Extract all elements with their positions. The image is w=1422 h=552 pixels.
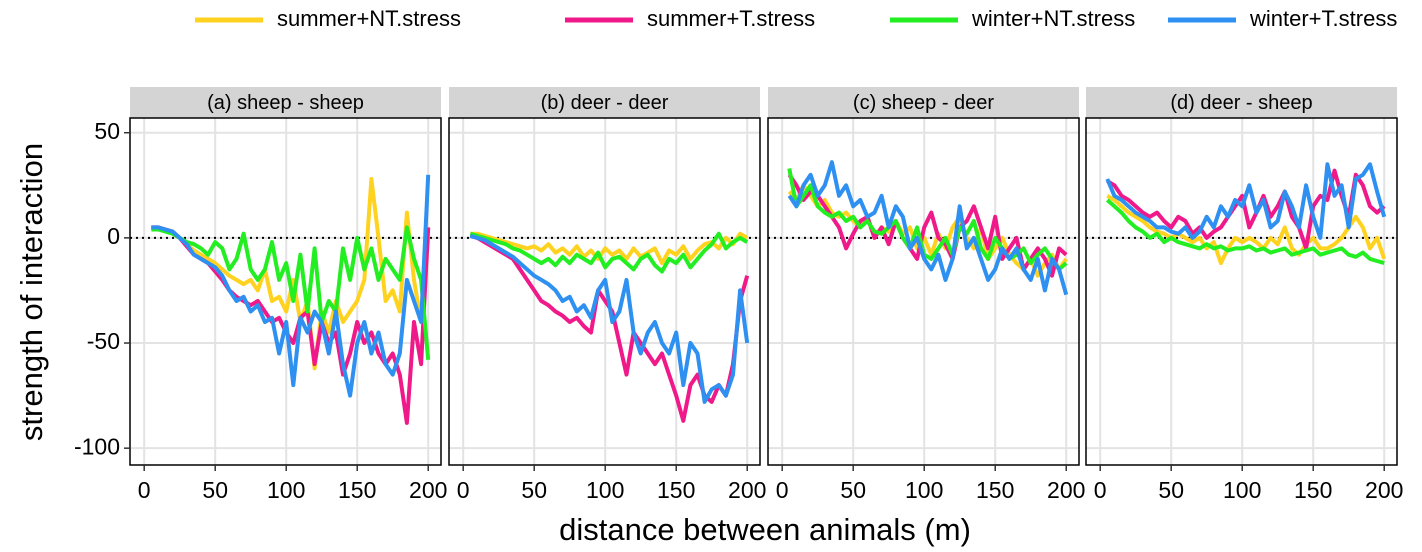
legend-label: winter+NT.stress xyxy=(971,6,1135,31)
series-line xyxy=(151,225,431,360)
x-tick-label: 100 xyxy=(267,477,305,503)
series-line xyxy=(787,160,1069,296)
y-tick-label: 0 xyxy=(107,223,120,249)
legend-label: summer+NT.stress xyxy=(277,6,461,31)
x-tick-label: 100 xyxy=(1223,477,1261,503)
x-tick-label: 50 xyxy=(521,477,547,503)
strip-title: (a) sheep - sheep xyxy=(207,92,364,114)
x-tick-label: 200 xyxy=(409,477,447,503)
y-tick-label: -100 xyxy=(74,433,120,459)
strip xyxy=(768,87,1079,118)
series-line xyxy=(787,168,1068,272)
series-line xyxy=(1106,168,1386,251)
x-tick-label: 100 xyxy=(586,477,624,503)
x-tick-label: 50 xyxy=(1158,477,1184,503)
x-axis-title: distance between animals (m) xyxy=(559,512,971,547)
x-tick-label: 200 xyxy=(728,477,766,503)
series-line xyxy=(1105,162,1387,240)
x-tick-label: 150 xyxy=(976,477,1014,503)
x-tick-label: 200 xyxy=(1047,477,1085,503)
x-tick-label: 0 xyxy=(457,477,470,503)
strip xyxy=(449,87,760,118)
series-line xyxy=(787,173,1068,278)
strip xyxy=(130,87,441,118)
strip-title: (c) sheep - deer xyxy=(853,92,995,114)
series-line xyxy=(1106,194,1387,266)
x-tick-label: 0 xyxy=(1094,477,1107,503)
strip-title: (b) deer - deer xyxy=(541,92,669,114)
y-axis-title: strength of interaction xyxy=(14,143,49,441)
strip xyxy=(1086,87,1397,118)
x-tick-label: 150 xyxy=(338,477,376,503)
x-tick-label: 100 xyxy=(905,477,943,503)
strip-title: (d) deer - sheep xyxy=(1170,92,1312,114)
series-line xyxy=(469,233,750,404)
y-tick-label: 50 xyxy=(94,118,120,144)
x-tick-label: 0 xyxy=(776,477,789,503)
y-tick-label: -50 xyxy=(87,328,120,354)
legend-label: summer+T.stress xyxy=(647,6,815,31)
x-tick-label: 50 xyxy=(202,477,228,503)
x-tick-label: 0 xyxy=(138,477,151,503)
series-line xyxy=(470,231,749,266)
series-line xyxy=(151,225,431,425)
x-tick-label: 150 xyxy=(1294,477,1332,503)
legend-label: winter+T.stress xyxy=(1249,6,1397,31)
series-line xyxy=(1105,198,1385,266)
x-tick-label: 50 xyxy=(840,477,866,503)
series-line xyxy=(151,174,431,398)
x-tick-label: 200 xyxy=(1365,477,1403,503)
series-line xyxy=(469,231,749,274)
x-tick-label: 150 xyxy=(657,477,695,503)
